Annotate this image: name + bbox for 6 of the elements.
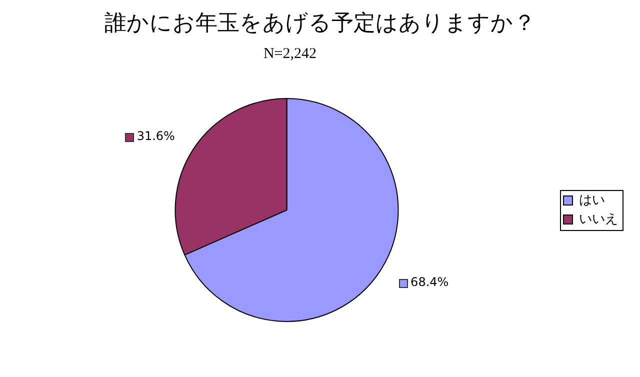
- legend-label: いいえ: [579, 212, 618, 227]
- legend-label: はい: [579, 192, 605, 208]
- data-label: 68.4%: [410, 275, 449, 290]
- data-label: 31.6%: [136, 129, 175, 144]
- chart-subtitle: N=2,242: [262, 46, 318, 63]
- chart-title: 誰かにお年玉をあげる予定はありますか？: [104, 10, 536, 38]
